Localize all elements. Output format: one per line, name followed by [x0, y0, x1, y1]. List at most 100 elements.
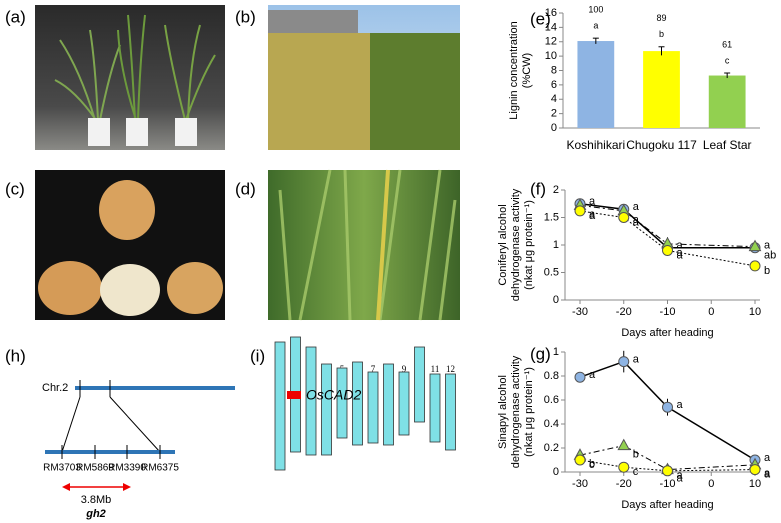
- significance-letter: a: [677, 240, 684, 252]
- y-tick-label: 6: [551, 79, 557, 91]
- y-tick-label: 0.8: [544, 370, 559, 382]
- x-axis-title: Days after heading: [621, 499, 713, 511]
- x-tick-label: 10: [749, 478, 761, 490]
- y-tick-label: 0.6: [544, 394, 559, 406]
- y-axis-title: dehydrogenase activity: [510, 188, 522, 301]
- x-axis-title: Days after heading: [621, 327, 713, 339]
- marker-label: RM6375: [141, 463, 179, 474]
- significance-letter: a: [764, 469, 771, 481]
- y-axis-title: Sinapyl alcohol: [497, 375, 509, 449]
- gene-name: OsCAD2: [306, 387, 361, 403]
- y-tick-label: 10: [545, 50, 557, 62]
- significance-letter: c: [725, 55, 730, 65]
- photo-c: [35, 170, 225, 320]
- marker: [574, 454, 586, 466]
- y-axis-title: (%CW): [521, 53, 533, 88]
- marker: [749, 260, 761, 272]
- chromosome: [274, 341, 286, 471]
- marker: [662, 465, 673, 477]
- series-line: [579, 203, 755, 249]
- gene-label: gh2: [85, 508, 106, 520]
- panel-label: (f): [530, 179, 546, 198]
- significance-letter: a: [633, 354, 640, 366]
- significance-letter: c: [633, 466, 639, 478]
- significance-letter: a: [633, 216, 640, 228]
- significance-letter: a: [764, 468, 771, 480]
- significance-letter: a: [593, 21, 598, 31]
- chromosome: [321, 363, 332, 456]
- y-axis-title: dehydrogenase activity: [510, 355, 522, 468]
- marker-label: RM3703: [43, 463, 81, 474]
- panel-label: (h): [5, 346, 26, 365]
- x-tick-label: Koshihikari: [566, 138, 625, 152]
- chromosome: [429, 373, 441, 443]
- x-tick-label: 0: [708, 306, 714, 318]
- significance-letter: a: [677, 247, 684, 259]
- marker-label: RM5869: [76, 463, 114, 474]
- significance-letter: a: [633, 201, 640, 213]
- significance-letter: a: [589, 369, 596, 381]
- y-tick-label: 0: [553, 294, 559, 306]
- significance-letter: b: [764, 265, 770, 277]
- panel-label: (c): [5, 179, 25, 198]
- y-tick-label: 4: [551, 93, 557, 105]
- panel-label: (d): [235, 179, 256, 198]
- x-tick-label: -30: [572, 306, 588, 318]
- y-tick-label: 1.5: [544, 211, 559, 223]
- y-tick-label: 0.5: [544, 266, 559, 278]
- x-tick-label: Leaf Star: [703, 138, 752, 152]
- chromosome-number: 12: [446, 364, 455, 374]
- chromosome: [305, 346, 317, 456]
- significance-letter: a: [764, 452, 771, 464]
- marker-label: RM3390: [108, 463, 146, 474]
- y-tick-label: 16: [545, 7, 557, 19]
- bar: [708, 75, 746, 128]
- y-tick-label: 0: [551, 122, 557, 134]
- chromosome-number: 7: [371, 364, 376, 374]
- y-axis-title: Coniferyl alcohol: [497, 204, 509, 285]
- significance-letter: ab: [764, 250, 776, 262]
- bar: [643, 51, 680, 128]
- y-axis-title: (nkat μg protein⁻¹): [523, 367, 535, 457]
- x-tick-label: 0: [708, 478, 714, 490]
- chromosome: [445, 373, 456, 451]
- photo-a: [35, 5, 225, 150]
- genetic-map: [45, 380, 235, 491]
- marker: [748, 239, 762, 252]
- chromosome: [367, 371, 379, 444]
- panel-label: (i): [250, 346, 265, 365]
- marker: [618, 356, 630, 368]
- significance-letter: b: [659, 29, 664, 39]
- photo-d: [268, 169, 460, 321]
- panel-label: (a): [5, 7, 26, 26]
- significance-letter: b: [589, 458, 595, 470]
- chromosome-label: Chr.2: [42, 382, 68, 394]
- panel-label: (e): [530, 9, 551, 28]
- significance-letter: a: [589, 196, 596, 208]
- y-tick-label: 0.2: [544, 442, 559, 454]
- significance-letter: a: [764, 240, 771, 252]
- y-tick-label: 0: [553, 466, 559, 478]
- marker: [662, 401, 673, 413]
- x-tick-label: -20: [616, 478, 632, 490]
- y-tick-label: 1: [553, 346, 559, 358]
- chromosome: [398, 371, 410, 436]
- chromosome-diagram: 123456789101112OsCAD2: [274, 336, 456, 471]
- significance-letter: a: [677, 249, 684, 261]
- photo-b: [268, 5, 460, 150]
- significance-letter: a: [633, 214, 640, 226]
- significance-letter: a: [589, 208, 596, 220]
- significance-letter: b: [633, 449, 639, 461]
- chromosome: [336, 367, 348, 439]
- y-tick-label: 1: [553, 239, 559, 251]
- significance-letter: a: [677, 470, 684, 482]
- y-tick-label: 8: [551, 64, 557, 76]
- y-tick-label: 14: [545, 21, 557, 33]
- marker: [574, 205, 586, 217]
- gene-locus: [287, 391, 301, 399]
- significance-letter: a: [677, 399, 684, 411]
- x-tick-label: 10: [749, 306, 761, 318]
- marker: [617, 438, 631, 451]
- significance-letter: c: [589, 459, 595, 471]
- panel-label: (b): [235, 7, 256, 26]
